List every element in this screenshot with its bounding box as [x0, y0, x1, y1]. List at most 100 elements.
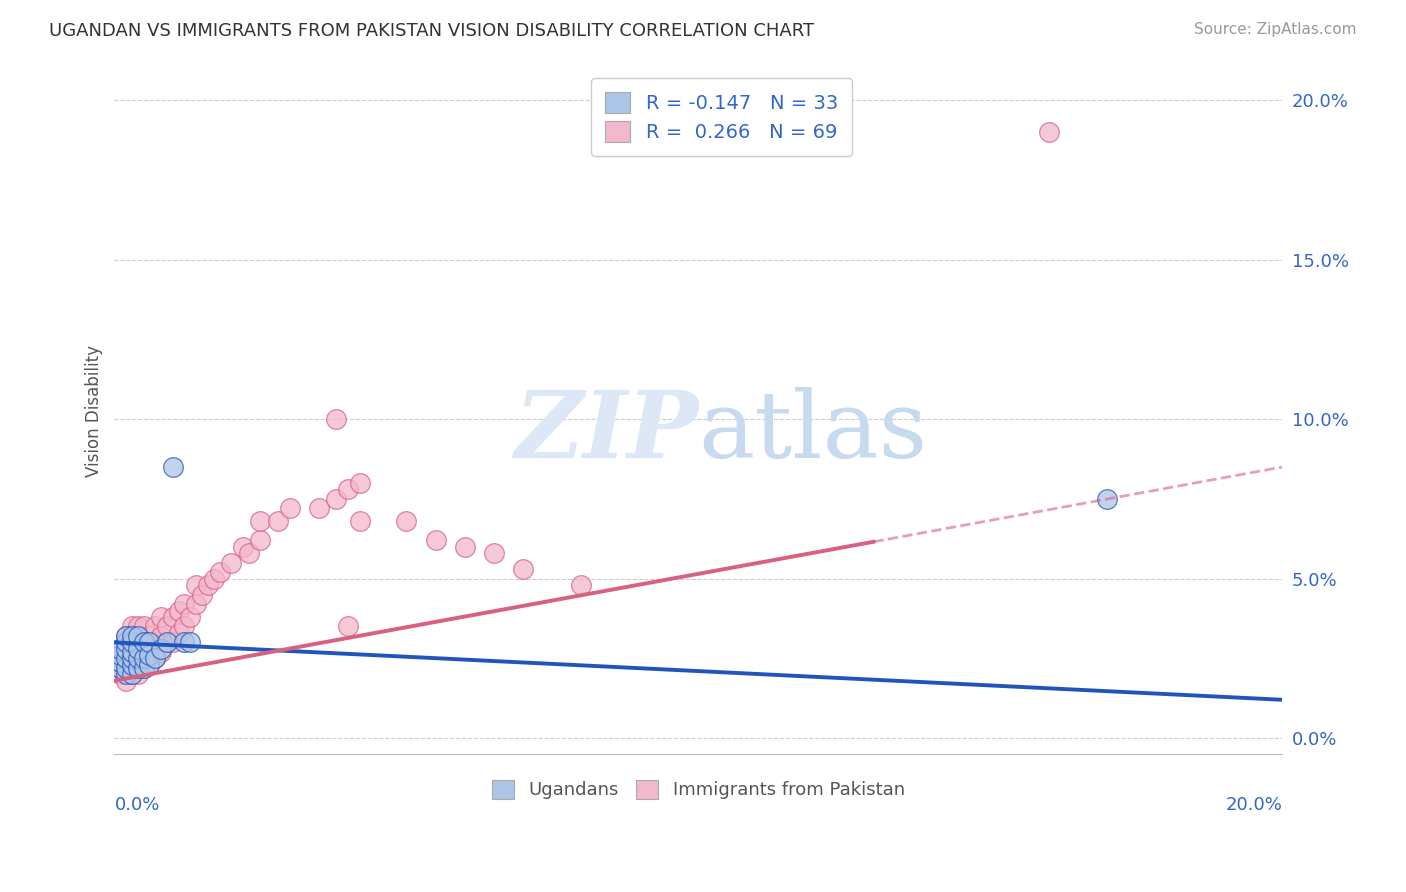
- Point: [115, 673, 138, 688]
- Point: [571, 578, 593, 592]
- Point: [121, 619, 143, 633]
- Point: [132, 651, 155, 665]
- Point: [512, 562, 534, 576]
- Y-axis label: Vision Disability: Vision Disability: [86, 345, 103, 477]
- Point: [232, 540, 254, 554]
- Text: 20.0%: 20.0%: [1225, 797, 1282, 814]
- Point: [132, 619, 155, 633]
- Point: [138, 635, 160, 649]
- Point: [336, 619, 359, 633]
- Point: [127, 651, 149, 665]
- Point: [1038, 125, 1060, 139]
- Point: [156, 635, 179, 649]
- Point: [127, 657, 149, 672]
- Point: [197, 578, 219, 592]
- Point: [115, 641, 138, 656]
- Point: [138, 648, 160, 662]
- Text: Source: ZipAtlas.com: Source: ZipAtlas.com: [1194, 22, 1357, 37]
- Point: [127, 661, 149, 675]
- Point: [156, 635, 179, 649]
- Point: [143, 651, 166, 665]
- Point: [127, 619, 149, 633]
- Text: UGANDAN VS IMMIGRANTS FROM PAKISTAN VISION DISABILITY CORRELATION CHART: UGANDAN VS IMMIGRANTS FROM PAKISTAN VISI…: [49, 22, 814, 40]
- Point: [121, 667, 143, 681]
- Point: [115, 629, 138, 643]
- Point: [150, 629, 173, 643]
- Point: [138, 657, 160, 672]
- Point: [121, 661, 143, 675]
- Point: [308, 501, 330, 516]
- Point: [110, 661, 132, 675]
- Point: [132, 661, 155, 675]
- Point: [132, 635, 155, 649]
- Point: [167, 603, 190, 617]
- Point: [121, 657, 143, 672]
- Point: [336, 483, 359, 497]
- Point: [115, 635, 138, 649]
- Point: [121, 645, 143, 659]
- Text: 0.0%: 0.0%: [114, 797, 160, 814]
- Point: [121, 641, 143, 656]
- Point: [110, 667, 132, 681]
- Point: [138, 629, 160, 643]
- Point: [202, 572, 225, 586]
- Point: [249, 533, 271, 548]
- Point: [173, 619, 195, 633]
- Point: [121, 651, 143, 665]
- Point: [349, 514, 371, 528]
- Point: [127, 667, 149, 681]
- Point: [121, 651, 143, 665]
- Text: ZIP: ZIP: [515, 387, 699, 477]
- Point: [110, 661, 132, 675]
- Point: [162, 460, 184, 475]
- Point: [191, 588, 214, 602]
- Point: [162, 610, 184, 624]
- Point: [143, 635, 166, 649]
- Point: [110, 655, 132, 669]
- Point: [143, 651, 166, 665]
- Point: [132, 635, 155, 649]
- Point: [482, 546, 505, 560]
- Point: [150, 610, 173, 624]
- Point: [162, 635, 184, 649]
- Point: [167, 625, 190, 640]
- Point: [267, 514, 290, 528]
- Point: [173, 635, 195, 649]
- Point: [425, 533, 447, 548]
- Point: [132, 661, 155, 675]
- Point: [127, 645, 149, 659]
- Point: [325, 491, 347, 506]
- Point: [143, 619, 166, 633]
- Point: [454, 540, 477, 554]
- Point: [115, 629, 138, 643]
- Point: [249, 514, 271, 528]
- Point: [127, 635, 149, 649]
- Point: [121, 629, 143, 643]
- Point: [186, 578, 208, 592]
- Point: [238, 546, 260, 560]
- Point: [127, 641, 149, 656]
- Point: [150, 645, 173, 659]
- Point: [110, 648, 132, 662]
- Point: [138, 645, 160, 659]
- Point: [115, 661, 138, 675]
- Point: [173, 597, 195, 611]
- Point: [110, 641, 132, 656]
- Point: [115, 667, 138, 681]
- Point: [156, 619, 179, 633]
- Point: [127, 629, 149, 643]
- Point: [325, 412, 347, 426]
- Point: [110, 641, 132, 656]
- Point: [219, 556, 242, 570]
- Point: [278, 501, 301, 516]
- Point: [349, 475, 371, 490]
- Point: [138, 657, 160, 672]
- Point: [115, 661, 138, 675]
- Point: [179, 635, 201, 649]
- Point: [115, 651, 138, 665]
- Point: [121, 629, 143, 643]
- Point: [1095, 491, 1118, 506]
- Point: [110, 651, 132, 665]
- Point: [115, 641, 138, 656]
- Point: [115, 651, 138, 665]
